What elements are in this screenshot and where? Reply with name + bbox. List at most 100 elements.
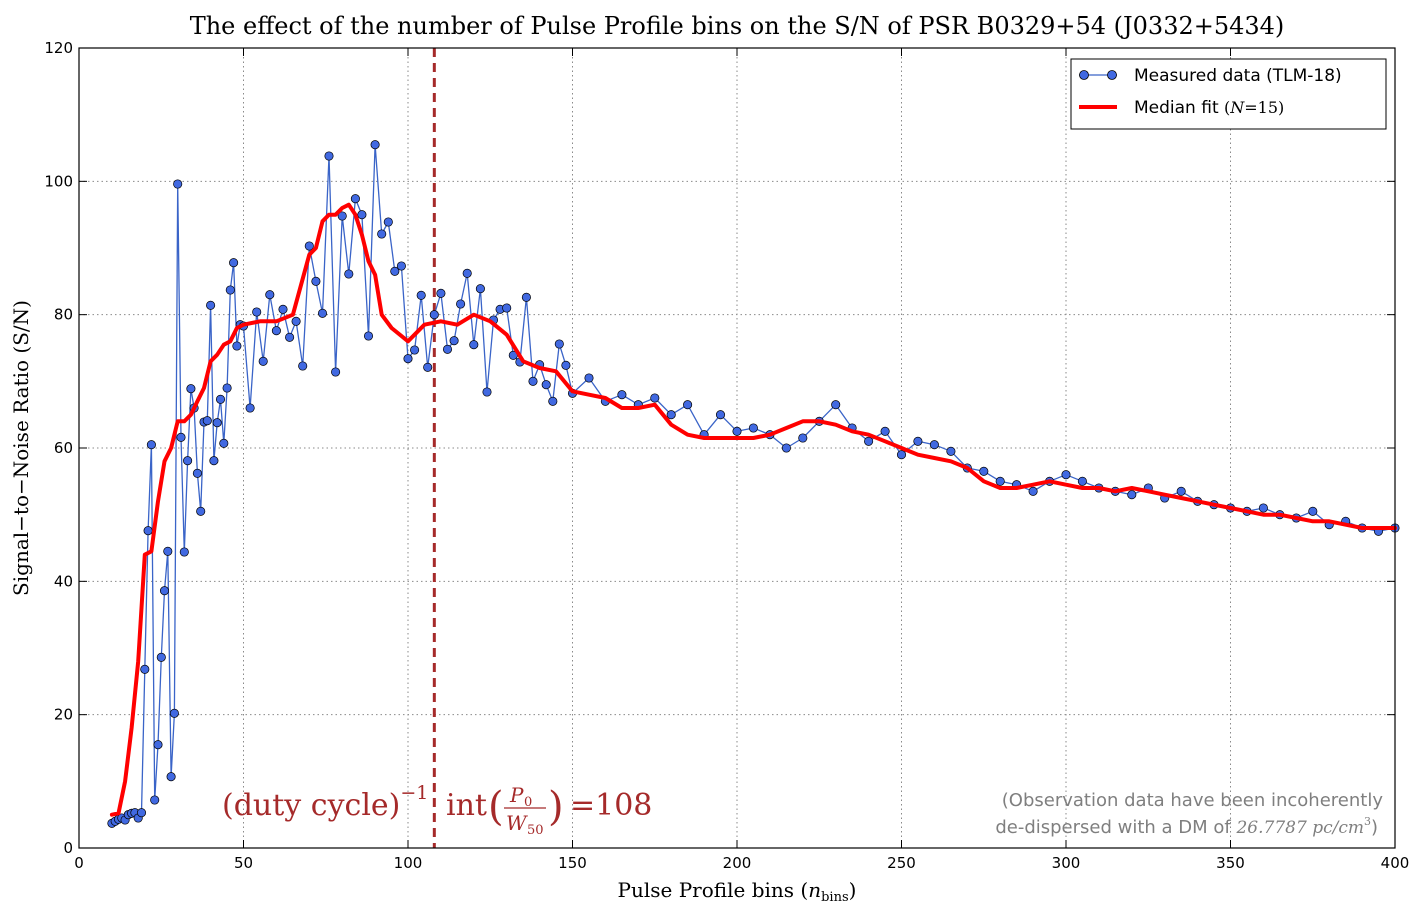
- duty-cycle-lhs: (duty cycle): [222, 788, 400, 823]
- measured-data-point: [140, 664, 150, 674]
- observation-note-line2: de-dispersed with a DM of 26.7787 pc/cm3…: [995, 815, 1378, 838]
- measured-data-point: [469, 340, 479, 350]
- y-tick-label: 80: [54, 306, 73, 324]
- x-tick-label: 50: [234, 854, 253, 872]
- y-tick-label: 0: [63, 839, 73, 857]
- x-tick-label: 100: [394, 854, 423, 872]
- measured-data-point: [169, 708, 179, 718]
- measured-data-point: [153, 740, 163, 750]
- measured-data-point: [232, 341, 242, 351]
- measured-data-point: [396, 261, 406, 271]
- measured-data-point: [442, 344, 453, 354]
- measured-data-point: [229, 258, 239, 268]
- measured-data-point: [202, 416, 212, 426]
- measured-data-point: [781, 443, 791, 453]
- observation-note-dm: 26.7787 pc/cm: [1235, 818, 1363, 838]
- measured-data-point: [732, 426, 742, 436]
- measured-data-point: [561, 360, 571, 370]
- measured-data-point: [913, 436, 923, 446]
- measured-data-point: [265, 290, 275, 300]
- measured-data-point: [410, 345, 420, 355]
- measured-data-point: [150, 795, 160, 805]
- x-tick-label: 400: [1381, 854, 1410, 872]
- duty-cycle-int-expression: int ( P 0 W 50 ) =108: [446, 783, 652, 838]
- measured-data-point: [159, 586, 170, 596]
- measured-data-point: [156, 652, 166, 662]
- measured-data-point: [337, 211, 347, 221]
- measured-data-point: [502, 303, 512, 313]
- y-tick-label: 120: [44, 39, 73, 57]
- measured-data-point: [436, 288, 446, 298]
- measured-data-point: [370, 140, 380, 150]
- measured-data-point: [617, 390, 627, 400]
- measured-data-point: [212, 418, 222, 428]
- measured-data-point: [584, 373, 594, 383]
- legend-median-label: Median fit (N=15): [1134, 98, 1284, 118]
- measured-data-point: [880, 426, 890, 436]
- y-tick-label: 20: [54, 706, 73, 724]
- measured-data-point: [995, 476, 1005, 486]
- measured-data-point: [357, 210, 367, 220]
- duty-cycle-p0: P: [509, 783, 524, 807]
- median-fit-line: [109, 202, 1397, 817]
- observation-note-prefix: de-dispersed with a DM of: [995, 817, 1236, 838]
- measured-data-point: [1061, 470, 1071, 480]
- measured-data-point: [449, 336, 459, 346]
- measured-data-point: [225, 285, 235, 295]
- x-tick-label: 350: [1216, 854, 1245, 872]
- measured-data-point: [377, 229, 387, 239]
- measured-data-point: [196, 506, 206, 516]
- x-axis-label-var: n: [808, 878, 821, 902]
- measured-data-point: [222, 383, 232, 393]
- measured-data-point: [350, 194, 360, 204]
- measured-data-point: [541, 380, 551, 390]
- measured-data-point: [258, 356, 268, 366]
- measured-data-point: [176, 432, 186, 442]
- measured-data-point: [183, 456, 193, 466]
- measured-data-point: [1127, 490, 1137, 500]
- measured-data-point: [528, 376, 538, 386]
- x-tick-label: 300: [1052, 854, 1081, 872]
- measured-data-point: [291, 316, 301, 326]
- measured-data-point: [1028, 486, 1038, 496]
- measured-data-point: [163, 546, 173, 556]
- series-group: [107, 140, 1400, 828]
- measured-data-point: [186, 384, 196, 394]
- measured-data-point: [475, 284, 485, 294]
- measured-data-point: [252, 307, 262, 317]
- y-axis-label: Signal−to−Noise Ratio (S/N): [9, 300, 33, 596]
- measured-data-point: [285, 332, 295, 342]
- observation-note-exp: 3: [1364, 815, 1371, 828]
- measured-data-point: [363, 331, 374, 341]
- duty-cycle-w50-sub: 50: [527, 823, 544, 838]
- measured-data-point: [146, 440, 156, 450]
- legend: Measured data (TLM-18) Median fit (N=15): [1070, 58, 1387, 130]
- measured-data-point: [278, 304, 288, 314]
- measured-data-point: [383, 217, 393, 227]
- legend-measured-marker: [1107, 70, 1117, 80]
- measured-data-point: [317, 308, 328, 318]
- series-median-fit: [109, 202, 1397, 817]
- duty-cycle-int: int: [446, 788, 487, 823]
- x-tick-label: 200: [723, 854, 752, 872]
- x-axis-label: Pulse Profile bins (nbins): [618, 878, 857, 905]
- measured-data-point: [209, 456, 219, 466]
- measured-data-point: [1258, 503, 1268, 513]
- measured-data-point: [271, 326, 281, 336]
- duty-cycle-paren-open: (: [488, 784, 504, 830]
- x-axis-label-sub: bins: [821, 890, 849, 905]
- measured-data-point: [456, 299, 466, 309]
- measured-data-point: [1077, 476, 1087, 486]
- measured-data-point: [554, 339, 564, 349]
- measured-data-point: [429, 310, 439, 320]
- x-axis-label-main: Pulse Profile bins (: [618, 878, 809, 902]
- measured-data-point: [650, 393, 660, 403]
- measured-data-point: [548, 396, 558, 406]
- duty-cycle-paren-close: ): [548, 784, 564, 830]
- x-axis-label-close: ): [849, 878, 857, 902]
- duty-cycle-p0-sub: 0: [524, 795, 532, 810]
- duty-cycle-value: =108: [570, 788, 652, 823]
- legend-median-label-main: Median fit: [1134, 98, 1224, 118]
